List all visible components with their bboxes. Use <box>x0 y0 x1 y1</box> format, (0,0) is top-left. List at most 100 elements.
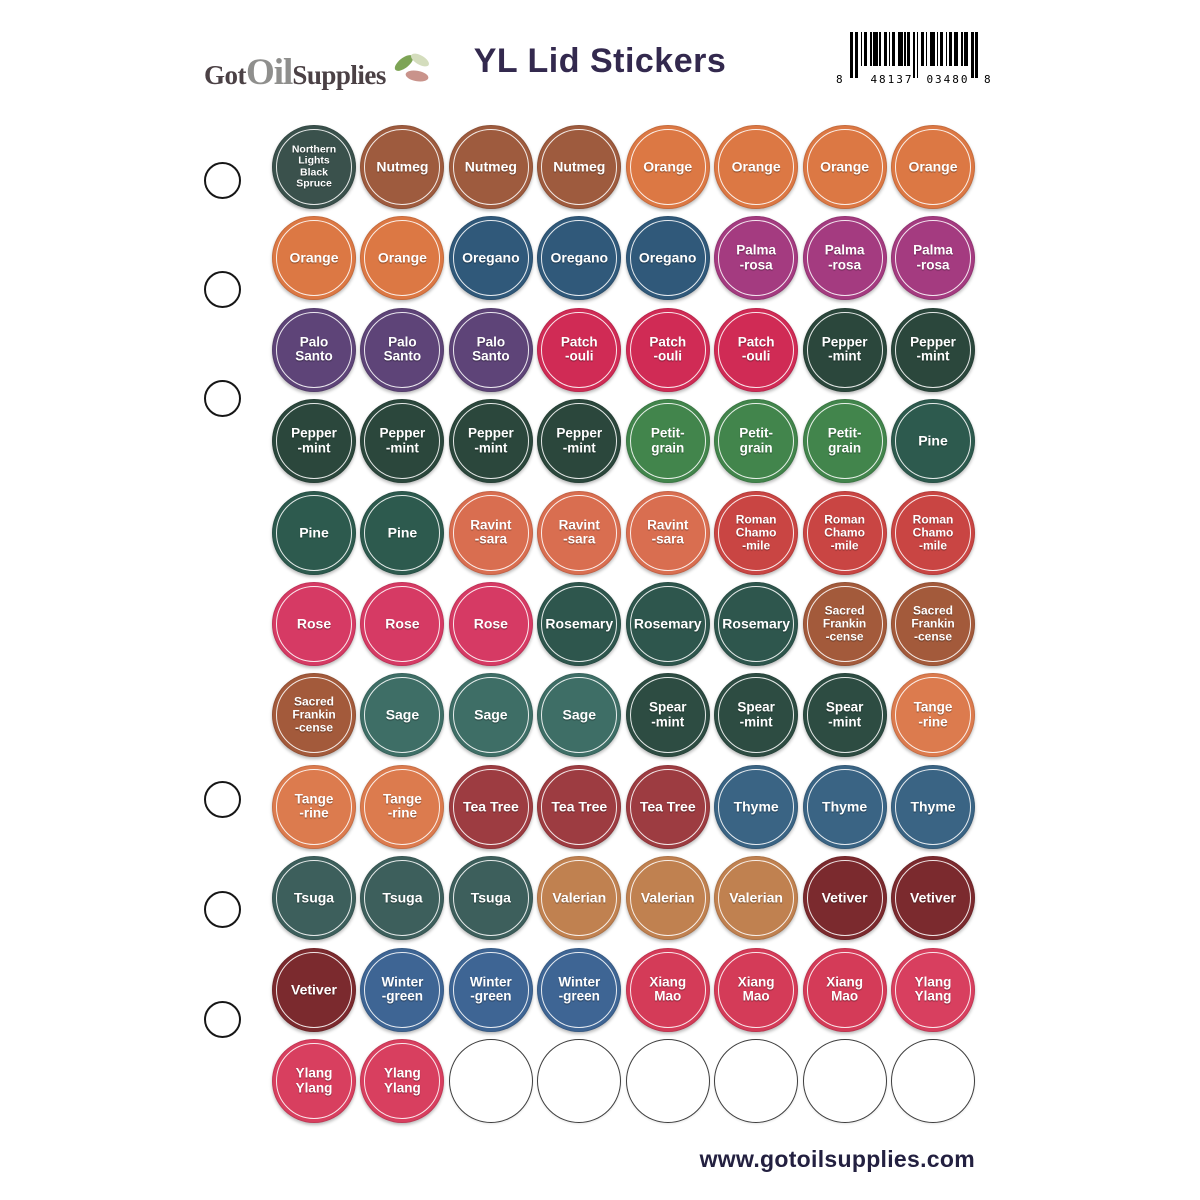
sticker-label: Petit-grain <box>650 425 685 456</box>
sticker-label: Patch -ouli <box>560 334 598 364</box>
sticker-palo-santo: Palo Santo <box>448 307 533 392</box>
sticker-tea-tree: Tea Tree <box>625 764 710 849</box>
sticker-orange: Orange <box>360 216 445 301</box>
sticker-label: Nutmeg <box>464 158 517 175</box>
sticker-wintergreen: Winter -green <box>360 947 445 1032</box>
punch-hole <box>203 379 241 417</box>
sticker-rosemary: Rosemary <box>537 582 622 666</box>
sticker-label: Nutmeg <box>376 158 429 175</box>
sticker-label: Pepper -mint <box>821 334 868 364</box>
sticker-label: Valerian <box>640 889 695 906</box>
sticker-ylang-ylang: Ylang Ylang <box>360 1039 445 1123</box>
sticker-label: Petit-grain <box>739 425 774 456</box>
sticker-label: Tange -rine <box>913 699 953 730</box>
sticker-valerian: Valerian <box>714 856 799 941</box>
sticker-tea-tree: Tea Tree <box>448 764 533 849</box>
sticker-orange: Orange <box>714 125 799 209</box>
sticker-label: Tsuga <box>293 889 335 906</box>
sticker-label: Spear -mint <box>648 699 687 730</box>
sticker-label: Thyme <box>822 798 868 815</box>
sticker-label: Rosemary <box>722 615 790 632</box>
sticker-vetiver: Vetiver <box>891 856 975 941</box>
sticker-label: Ravint -sara <box>470 517 512 547</box>
sticker-nutmeg: Nutmeg <box>537 125 622 209</box>
sticker-valerian: Valerian <box>537 856 622 941</box>
logo-text-got: Got <box>204 60 247 90</box>
sticker-ravintsara: Ravint -sara <box>537 490 622 575</box>
sticker-label: Vetiver <box>910 889 956 906</box>
sticker-peppermint: Pepper -mint <box>537 399 622 484</box>
sticker-label: Vetiver <box>821 889 868 906</box>
sticker-label: Palo Santo <box>383 334 422 364</box>
barcode: 8 48137 03480 8 <box>836 30 1012 90</box>
sticker-spearmint: Spear -mint <box>802 673 887 758</box>
sticker-label: Tsuga <box>470 889 511 906</box>
sticker-label: Tea Tree <box>639 798 696 815</box>
sticker-label: Pine <box>299 524 329 541</box>
sticker-patchouli: Patch -ouli <box>537 307 622 392</box>
empty-sticker <box>802 1039 887 1123</box>
sticker-palmarosa: Palma -rosa <box>891 216 975 301</box>
sticker-tangerine: Tange -rine <box>272 764 356 849</box>
sticker-rose: Rose <box>360 582 445 666</box>
sticker-pine: Pine <box>891 399 975 484</box>
sticker-spearmint: Spear -mint <box>714 673 799 758</box>
sticker-tsuga: Tsuga <box>272 856 356 941</box>
sticker-sacred-frankincense: Sacred Frankin -cense <box>802 582 887 666</box>
sticker-label: Oregano <box>638 249 697 266</box>
sticker-peppermint: Pepper -mint <box>802 307 887 392</box>
sticker-label: Orange <box>289 249 339 266</box>
sticker-sage: Sage <box>448 673 533 758</box>
sticker-label: Ylang Ylang <box>914 974 952 1004</box>
sticker-wintergreen: Winter -green <box>448 947 533 1032</box>
sticker-nutmeg: Nutmeg <box>448 125 533 209</box>
barcode-bars <box>850 32 979 78</box>
sticker-patchouli: Patch -ouli <box>625 307 710 392</box>
sticker-label: Palo Santo <box>472 334 510 364</box>
sticker-label: Sacred Frankin -cense <box>822 603 867 644</box>
sticker-orange: Orange <box>802 125 887 209</box>
sticker-label: Valerian <box>729 889 783 906</box>
sticker-sacred-frankincense: Sacred Frankin -cense <box>891 582 975 666</box>
empty-sticker <box>714 1039 799 1123</box>
sticker-patchouli: Patch -ouli <box>714 307 799 392</box>
sticker-rose: Rose <box>272 582 356 666</box>
sticker-label: Ylang Ylang <box>384 1065 421 1095</box>
sticker-label: Palma -rosa <box>824 242 865 273</box>
sticker-northern-lights-black-spruce: Northern Lights Black Spruce <box>272 125 356 209</box>
sticker-label: Valerian <box>552 889 607 906</box>
sticker-tea-tree: Tea Tree <box>537 764 622 849</box>
sticker-orange: Orange <box>272 216 356 301</box>
gotoilsupplies-logo: Got Oil Supplies <box>204 44 435 94</box>
sticker-label: Vetiver <box>291 981 337 998</box>
empty-sticker <box>625 1039 710 1123</box>
sticker-label: Xiang Mao <box>826 974 863 1004</box>
sticker-pine: Pine <box>272 490 356 575</box>
sticker-label: Orange <box>820 158 870 175</box>
sticker-label: Patch -ouli <box>737 334 775 364</box>
sticker-label: Sacred Frankin -cense <box>911 603 955 644</box>
sticker-palo-santo: Palo Santo <box>272 307 356 392</box>
sticker-xiang-mao: Xiang Mao <box>802 947 887 1032</box>
sticker-label: Sage <box>474 706 508 723</box>
punch-hole <box>203 161 241 199</box>
sticker-label: Thyme <box>910 798 956 815</box>
sticker-label: Roman Chamo -mile <box>824 512 865 553</box>
sticker-label: Rose <box>385 615 420 632</box>
sticker-label: Winter -green <box>381 974 424 1004</box>
sticker-petitgrain: Petit-grain <box>714 399 799 484</box>
sticker-thyme: Thyme <box>891 764 975 849</box>
sticker-label: Rosemary <box>633 615 702 632</box>
punch-hole <box>203 890 241 928</box>
logo-text-oil: Oil <box>246 52 293 93</box>
sticker-palmarosa: Palma -rosa <box>714 216 799 301</box>
sticker-peppermint: Pepper -mint <box>891 307 975 392</box>
sticker-sage: Sage <box>360 673 445 758</box>
sticker-label: Tange -rine <box>294 791 334 821</box>
sticker-oregano: Oregano <box>537 216 622 301</box>
sticker-label: Ylang Ylang <box>295 1065 333 1095</box>
sticker-rosemary: Rosemary <box>625 582 710 666</box>
sticker-label: Roman Chamo -mile <box>912 512 954 553</box>
sticker-label: Sage <box>385 706 420 723</box>
